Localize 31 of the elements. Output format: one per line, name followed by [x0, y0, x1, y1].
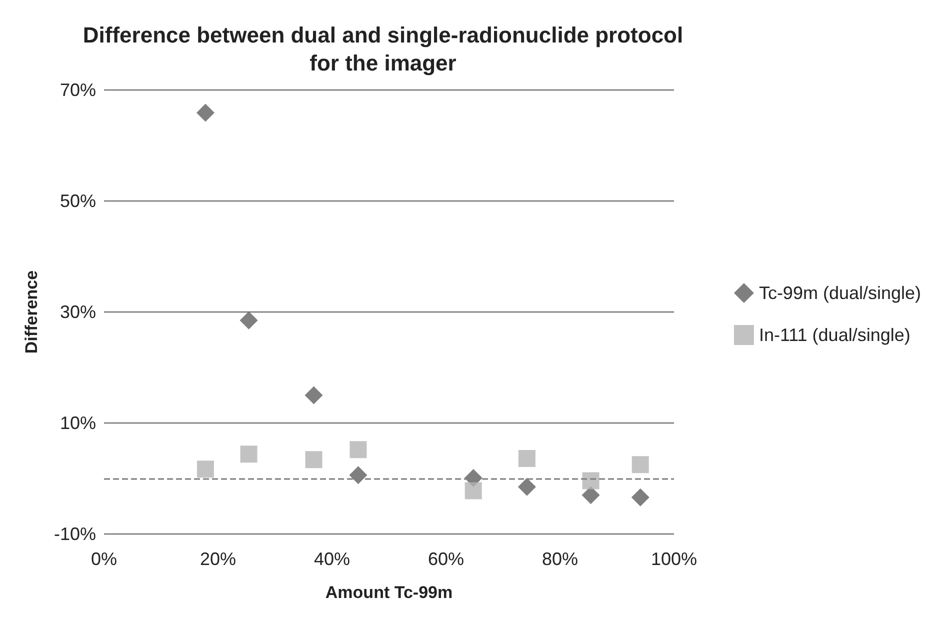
x-tick-label: 60% — [428, 549, 464, 569]
point — [196, 104, 214, 122]
point — [349, 466, 368, 484]
point — [632, 456, 649, 474]
point — [518, 478, 536, 496]
point — [305, 451, 322, 468]
y-axis-title: Difference — [22, 270, 41, 354]
chart-title: Difference between dual and single-radionuclide protocol for the imager — [82, 22, 684, 76]
point — [304, 386, 323, 404]
x-tick-label: 40% — [314, 549, 350, 569]
point — [518, 450, 536, 468]
point — [631, 488, 650, 506]
point — [196, 460, 214, 478]
y-tick-label: 70% — [60, 80, 96, 100]
legend-label: Tc-99m (dual/single) — [758, 283, 921, 303]
y-tick-label: 50% — [60, 191, 96, 211]
x-tick-label: 80% — [542, 549, 578, 569]
x-axis-title: Amount Tc-99m — [325, 583, 453, 602]
y-tick-label: 10% — [60, 413, 96, 433]
point — [582, 486, 600, 504]
y-tick-label: 30% — [60, 302, 96, 322]
point — [240, 446, 258, 463]
point — [240, 311, 258, 330]
point — [582, 472, 600, 490]
y-tick-label: -10% — [54, 524, 96, 544]
legend-label: In-111 (dual/single) — [758, 325, 910, 345]
x-tick-label: 20% — [200, 549, 236, 569]
point — [350, 441, 367, 458]
x-tick-label: 0% — [90, 549, 118, 569]
point — [464, 482, 482, 500]
x-tick-label: 100% — [650, 549, 698, 569]
